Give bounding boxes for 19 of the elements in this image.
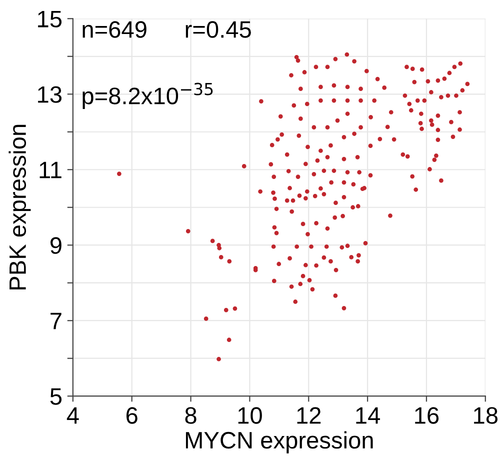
y-axis-title: PBK expression <box>8 124 31 290</box>
annotation: r=0.45 <box>186 21 251 38</box>
annotation: p=8.2x10$^{−35}$ <box>82 82 213 110</box>
x-tick-label: 16 <box>415 407 439 424</box>
x-tick-label: 12 <box>297 407 321 424</box>
x-tick-label: 6 <box>126 407 138 424</box>
y-tick-label: 5 <box>50 388 62 405</box>
y-tick-label: 7 <box>50 312 62 330</box>
x-tick-label: 4 <box>66 407 79 424</box>
annotation: n=649 <box>82 21 146 38</box>
y-tick-label: 9 <box>50 237 62 254</box>
x-tick-label: 14 <box>356 407 380 424</box>
x-tick-label: 10 <box>238 407 262 424</box>
y-tick-label: 11 <box>40 162 62 178</box>
y-tick-label: 15 <box>38 10 62 28</box>
x-axis-title: MYCN expression <box>186 431 373 454</box>
x-tick-label: 8 <box>185 407 196 424</box>
y-tick-label: 13 <box>38 86 62 103</box>
x-tick-label: 18 <box>474 407 498 424</box>
